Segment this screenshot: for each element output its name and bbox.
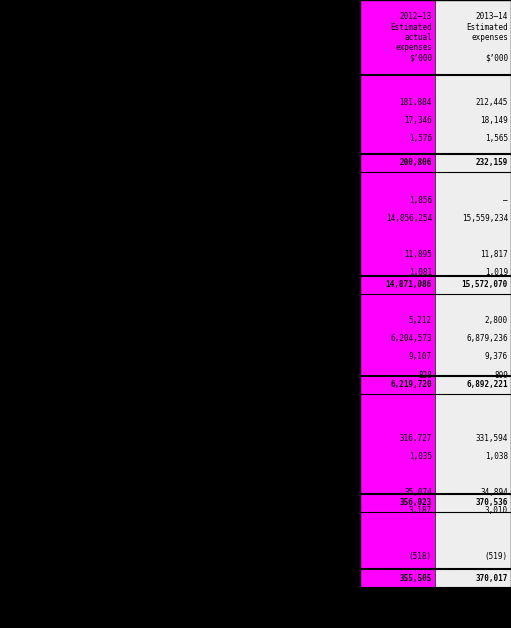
Bar xyxy=(435,0,511,75)
Text: 316,727: 316,727 xyxy=(400,435,432,443)
Text: 1,081: 1,081 xyxy=(409,269,432,278)
Bar xyxy=(360,172,435,294)
Text: –: – xyxy=(503,197,508,205)
Bar xyxy=(360,75,435,172)
Text: 6,892,221: 6,892,221 xyxy=(467,381,508,389)
Text: 200,806: 200,806 xyxy=(400,158,432,168)
Text: 17,346: 17,346 xyxy=(404,116,432,124)
Text: 11,895: 11,895 xyxy=(404,251,432,259)
Text: 14,856,254: 14,856,254 xyxy=(386,215,432,224)
Text: 1,019: 1,019 xyxy=(485,269,508,278)
Text: 181,884: 181,884 xyxy=(400,97,432,107)
Text: 35,074: 35,074 xyxy=(404,489,432,497)
Bar xyxy=(435,394,511,512)
Text: 1,035: 1,035 xyxy=(409,453,432,462)
Text: 331,594: 331,594 xyxy=(476,435,508,443)
Text: 3,187: 3,187 xyxy=(409,507,432,516)
Text: 14,871,086: 14,871,086 xyxy=(386,281,432,290)
Bar xyxy=(435,172,511,294)
Text: 370,536: 370,536 xyxy=(476,499,508,507)
Text: 3,010: 3,010 xyxy=(485,507,508,516)
Bar xyxy=(360,512,435,587)
Text: (518): (518) xyxy=(409,553,432,561)
Text: 370,017: 370,017 xyxy=(476,573,508,583)
Text: 1,038: 1,038 xyxy=(485,453,508,462)
Text: 2012–13
Estimated
actual
expenses
$’000: 2012–13 Estimated actual expenses $’000 xyxy=(390,12,432,63)
Text: 18,149: 18,149 xyxy=(480,116,508,124)
Text: 15,559,234: 15,559,234 xyxy=(462,215,508,224)
Text: 828: 828 xyxy=(418,371,432,379)
Text: 6,219,720: 6,219,720 xyxy=(390,381,432,389)
Text: 809: 809 xyxy=(494,371,508,379)
Bar xyxy=(360,394,435,512)
Text: 5,212: 5,212 xyxy=(409,317,432,325)
Text: 1,576: 1,576 xyxy=(409,134,432,143)
Text: 34,894: 34,894 xyxy=(480,489,508,497)
Text: 6,204,573: 6,204,573 xyxy=(390,335,432,344)
Bar xyxy=(435,512,511,587)
Text: 2,800: 2,800 xyxy=(485,317,508,325)
Text: 2013–14
Estimated
expenses

$’000: 2013–14 Estimated expenses $’000 xyxy=(467,12,508,63)
Text: 11,817: 11,817 xyxy=(480,251,508,259)
Bar xyxy=(435,294,511,394)
Text: 9,376: 9,376 xyxy=(485,352,508,362)
Bar xyxy=(360,294,435,394)
Bar xyxy=(360,0,435,75)
Bar xyxy=(360,0,511,628)
Text: 15,572,070: 15,572,070 xyxy=(462,281,508,290)
Text: 9,107: 9,107 xyxy=(409,352,432,362)
Text: (519): (519) xyxy=(485,553,508,561)
Text: 232,159: 232,159 xyxy=(476,158,508,168)
Bar xyxy=(0,0,360,628)
Text: 212,445: 212,445 xyxy=(476,97,508,107)
Text: 1,856: 1,856 xyxy=(409,197,432,205)
Text: 355,505: 355,505 xyxy=(400,573,432,583)
Text: 1,565: 1,565 xyxy=(485,134,508,143)
Bar xyxy=(435,75,511,172)
Text: 6,879,236: 6,879,236 xyxy=(467,335,508,344)
Text: 356,023: 356,023 xyxy=(400,499,432,507)
